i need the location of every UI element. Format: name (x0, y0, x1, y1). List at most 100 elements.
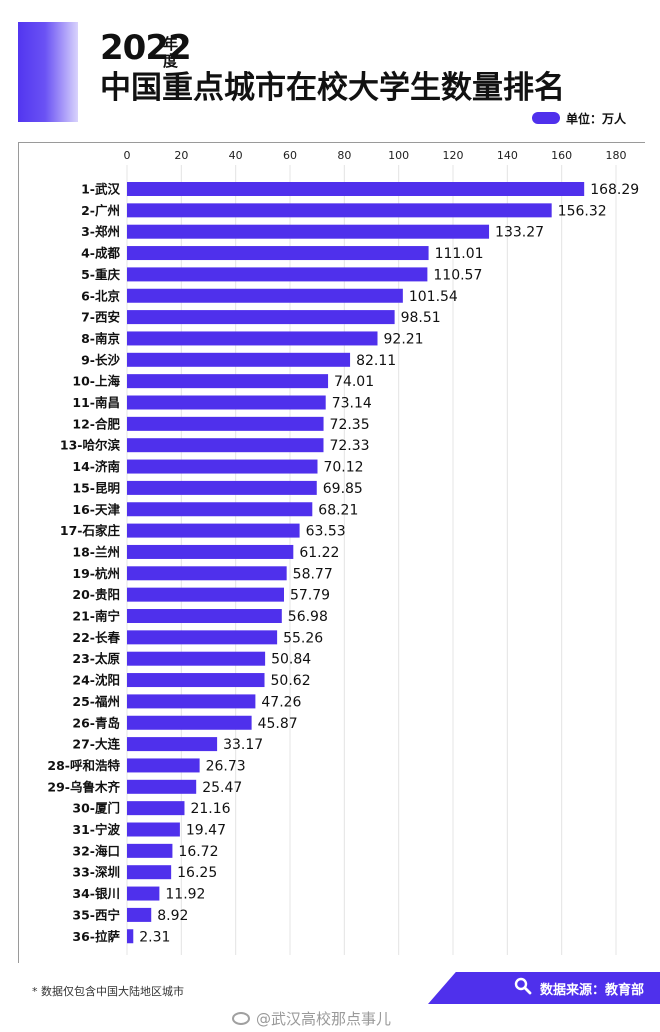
data-label: 58.77 (293, 566, 333, 582)
category-label: 5-重庆 (81, 267, 120, 282)
bar (127, 459, 318, 474)
category-label: 28-呼和浩特 (47, 758, 120, 773)
bar (127, 480, 317, 495)
category-label: 18-兰州 (72, 544, 120, 559)
bar (127, 246, 429, 261)
category-label: 1-武汉 (81, 182, 120, 197)
data-label: 25.47 (202, 780, 242, 796)
category-label: 27-大连 (72, 737, 120, 752)
category-label: 15-昆明 (72, 480, 120, 495)
bar (127, 758, 200, 773)
data-label: 72.33 (329, 438, 369, 454)
bar (127, 203, 552, 218)
bar (127, 801, 185, 816)
x-tick-label: 60 (283, 149, 297, 162)
bar (127, 630, 278, 645)
bar (127, 907, 152, 922)
x-tick-label: 160 (551, 149, 572, 162)
data-label: 74.01 (334, 374, 374, 390)
category-label: 3-郑州 (81, 224, 120, 239)
category-label: 17-石家庄 (60, 523, 121, 538)
x-tick-label: 0 (124, 149, 131, 162)
bar (127, 587, 284, 602)
x-tick-label: 120 (443, 149, 464, 162)
bar (127, 886, 160, 901)
x-tick-label: 100 (388, 149, 409, 162)
category-label: 16-天津 (72, 502, 120, 517)
chart-frame: 0 20 40 60 80 100 120 140 160 180 1-武汉 168.29 2-广州 15… (18, 142, 645, 963)
bar (127, 544, 294, 559)
data-label: 8.92 (157, 908, 188, 924)
source-bar: 数据来源：教育部 (428, 972, 660, 1004)
category-label: 12-合肥 (72, 416, 120, 431)
data-label: 45.87 (258, 716, 298, 732)
data-label: 50.62 (271, 673, 311, 689)
title-year-suffix: 年度 (163, 35, 179, 70)
footnote: * 数据仅包含中国大陆地区城市 (32, 985, 184, 998)
data-label: 21.16 (190, 801, 230, 817)
category-label: 35-西宁 (72, 907, 120, 922)
category-label: 2-广州 (81, 203, 120, 218)
category-label: 19-杭州 (72, 566, 120, 581)
page-title: 中国重点城市在校大学生数量排名 (100, 70, 565, 106)
bar (127, 224, 490, 239)
data-label: 133.27 (495, 225, 544, 241)
bar (127, 673, 265, 688)
search-icon (514, 977, 532, 999)
data-label: 50.84 (271, 652, 311, 668)
data-label: 82.11 (356, 353, 396, 369)
bar (127, 523, 300, 538)
category-label: 34-银川 (72, 886, 120, 901)
category-label: 9-长沙 (81, 352, 120, 367)
data-label: 19.47 (186, 823, 226, 839)
accent-block (18, 22, 78, 122)
bar (127, 609, 282, 623)
data-label: 68.21 (318, 502, 358, 518)
bar (127, 395, 326, 410)
category-label: 24-沈阳 (72, 673, 120, 688)
weibo-icon (232, 1012, 250, 1025)
bar-chart: 0 20 40 60 80 100 120 140 160 180 1-武汉 168.29 2-广州 15… (47, 149, 639, 955)
category-label: 33-深圳 (72, 865, 120, 880)
bar (127, 929, 134, 944)
data-label: 2.31 (139, 929, 170, 945)
bar (127, 416, 324, 431)
bar (127, 694, 256, 709)
data-label: 98.51 (401, 310, 441, 326)
bar (127, 566, 287, 581)
title-year: 2022 (100, 28, 192, 68)
category-label: 31-宁波 (72, 822, 120, 837)
category-label: 29-乌鲁木齐 (47, 779, 120, 794)
category-label: 11-南昌 (72, 395, 120, 410)
x-tick-label: 20 (174, 149, 188, 162)
category-label: 7-西安 (81, 310, 120, 325)
bar (127, 651, 266, 666)
bar (127, 182, 585, 196)
bar (127, 843, 173, 858)
bar (127, 267, 428, 282)
category-label: 13-哈尔滨 (60, 438, 121, 453)
bar (127, 331, 378, 346)
category-label: 14-济南 (72, 459, 120, 474)
bar (127, 374, 329, 389)
x-tick-label: 40 (229, 149, 243, 162)
category-label: 30-厦门 (72, 801, 120, 816)
data-label: 110.57 (433, 267, 482, 283)
bar (127, 737, 218, 752)
category-label: 20-贵阳 (72, 587, 120, 602)
data-label: 111.01 (435, 246, 484, 262)
bar (127, 288, 403, 303)
bar (127, 310, 395, 325)
bar (127, 502, 313, 517)
category-label: 21-南宁 (72, 609, 120, 624)
data-label: 47.26 (261, 694, 301, 710)
data-label: 69.85 (323, 481, 363, 497)
data-label: 55.26 (283, 630, 323, 646)
bar (127, 822, 180, 837)
category-label: 22-长春 (72, 630, 120, 645)
data-label: 11.92 (165, 887, 205, 903)
legend-swatch (531, 112, 560, 124)
category-label: 23-太原 (72, 651, 120, 666)
data-label: 73.14 (332, 396, 372, 412)
x-tick-label: 140 (497, 149, 518, 162)
